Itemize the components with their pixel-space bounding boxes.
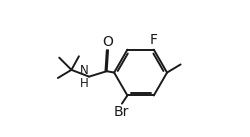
Text: Br: Br: [114, 105, 129, 119]
Text: N
H: N H: [80, 64, 88, 90]
Text: O: O: [102, 35, 114, 49]
Text: F: F: [150, 33, 158, 47]
